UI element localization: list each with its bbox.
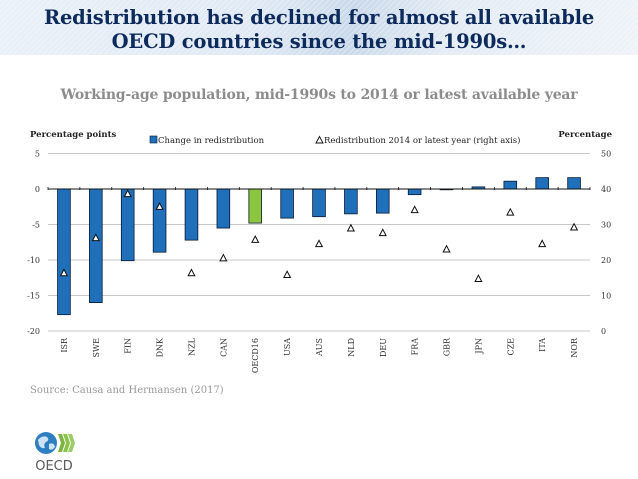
x-tick-label: FIN xyxy=(124,338,133,354)
x-tick-label: JPN xyxy=(474,338,483,355)
bar-swe xyxy=(89,188,103,303)
y-left-tick-label: -5 xyxy=(32,221,40,230)
marker-nor xyxy=(569,222,579,231)
slide-title-line-2: OECD countries since the mid-1990s… xyxy=(111,30,527,53)
legend-triangle-icon xyxy=(315,135,324,144)
y-axis-left-label: Percentage points xyxy=(30,130,117,140)
oecd-logo: OECD xyxy=(35,432,75,474)
y-left-tick-label: 5 xyxy=(35,150,40,159)
slide-title: Redistribution has declined for almost a… xyxy=(0,6,638,54)
x-tick-label: ITA xyxy=(538,338,547,352)
bar-nzl xyxy=(184,188,199,241)
x-tick-label: CAN xyxy=(219,338,228,357)
y-left-tick-label: -20 xyxy=(27,327,40,336)
slide-title-line-1: Redistribution has declined for almost a… xyxy=(43,6,595,29)
marker-isr xyxy=(59,268,69,277)
y-right-tick-label: 40 xyxy=(601,185,611,194)
x-tick-label: NLD xyxy=(347,338,356,357)
legend-bar-swatch xyxy=(149,135,158,144)
marker-oecd16 xyxy=(251,235,260,243)
x-tick-label: USA xyxy=(283,338,292,356)
bar-nld xyxy=(344,188,358,215)
marker-cze xyxy=(506,207,515,216)
marker-swe xyxy=(91,233,100,242)
x-tick-label: NOR xyxy=(570,337,579,358)
bar-fra xyxy=(407,188,422,196)
x-tick-label: ISR xyxy=(60,337,69,353)
legend-triangle-label: Redistribution 2014 or latest year (righ… xyxy=(324,135,520,146)
bar-ita xyxy=(535,177,549,190)
marker-ita xyxy=(538,239,547,248)
y-right-tick-label: 20 xyxy=(601,256,611,265)
y-right-tick-label: 30 xyxy=(601,221,611,230)
x-tick-label: OECD16 xyxy=(251,338,260,373)
marker-gbr xyxy=(442,244,451,253)
marker-aus xyxy=(314,239,324,248)
chevrons-icon xyxy=(58,434,75,452)
marker-deu xyxy=(378,228,387,237)
marker-jpn xyxy=(474,274,483,282)
bar-oecd16 xyxy=(248,188,263,224)
x-tick-label: GBR xyxy=(443,337,452,356)
marker-usa xyxy=(282,270,292,279)
x-tick-label: FRA xyxy=(411,338,420,356)
marker-fra xyxy=(410,205,419,214)
x-tick-label: SWE xyxy=(92,338,101,358)
source-note: Source: Causa and Hermansen (2017) xyxy=(30,385,224,396)
y-right-tick-label: 10 xyxy=(601,292,611,301)
bar-deu xyxy=(375,188,390,214)
bar-fin xyxy=(120,188,135,262)
y-right-tick-label: 50 xyxy=(601,150,611,159)
x-tick-label: AUS xyxy=(315,338,324,357)
marker-nzl xyxy=(187,268,196,277)
y-left-tick-label: 0 xyxy=(35,185,40,194)
marker-can xyxy=(219,253,228,262)
chart-subtitle: Working-age population, mid-1990s to 201… xyxy=(60,87,578,103)
marker-nld xyxy=(346,223,356,232)
x-tick-label: NZL xyxy=(187,337,196,356)
bar-cze xyxy=(503,180,518,190)
x-tick-label: DNK xyxy=(156,337,165,357)
bar-isr xyxy=(57,188,71,316)
bar-dnk xyxy=(152,188,167,253)
header-band xyxy=(0,0,638,55)
globe-icon xyxy=(35,432,57,454)
y-axis-right-label: Percentage xyxy=(558,130,612,140)
x-tick-label: DEU xyxy=(379,338,388,357)
y-left-tick-label: -15 xyxy=(27,292,40,301)
bar-usa xyxy=(280,188,294,219)
y-left-tick-label: -10 xyxy=(27,256,40,265)
legend-bar-label: Change in redistribution xyxy=(158,136,265,146)
marker-dnk xyxy=(155,202,164,210)
y-right-tick-label: 0 xyxy=(601,327,606,336)
x-tick-label: CZE xyxy=(506,338,515,356)
marker-fin xyxy=(123,189,132,198)
bar-aus xyxy=(312,188,326,218)
bar-nor xyxy=(567,177,581,190)
logo-wordmark: OECD xyxy=(35,459,73,474)
bar-can xyxy=(216,188,231,229)
